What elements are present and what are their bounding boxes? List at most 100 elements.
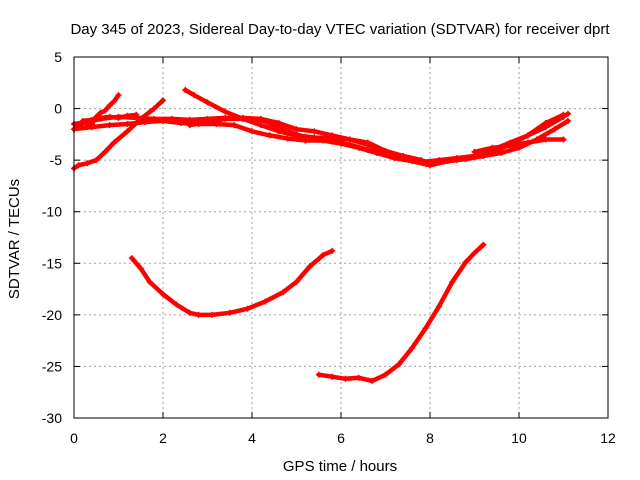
data-point [329,138,336,145]
data-point [160,291,166,298]
data-point [329,373,336,380]
data-point [542,136,549,143]
data-point [542,124,549,131]
series-track-9 [129,248,335,318]
data-point [311,128,318,135]
data-point [346,136,353,143]
data-point [133,111,140,118]
data-point [111,139,118,146]
data-point [128,255,135,262]
data-point [395,361,402,368]
x-tick-label: 6 [337,430,345,446]
data-point [142,118,149,125]
data-point [204,99,211,106]
data-point [266,132,273,139]
y-tick-label: 5 [54,49,62,65]
data-point [342,375,349,382]
data-point [400,156,407,163]
y-axis-label: SDTVAR / TECUs [6,179,23,299]
data-point [177,120,184,127]
data-point [346,141,353,148]
series-track-4 [71,118,571,168]
data-point [191,92,198,99]
data-point [97,114,104,121]
x-axis-label: GPS time / hours [283,458,397,475]
data-point [124,112,131,119]
data-point [364,146,371,153]
data-point [435,159,442,166]
axis-ticks: 0 2 4 6 8 10 12 5 0 -5 -10 -15 -20 -25 -30 [42,49,616,446]
data-point [507,142,514,149]
data-point [84,160,91,167]
data-point [293,126,300,133]
data-point [222,115,229,122]
data-point [195,311,202,318]
data-point [106,102,113,109]
data-point [173,301,180,308]
data-point [244,305,251,312]
data-point [355,374,362,381]
data-point [280,289,287,296]
data-point [146,278,153,285]
data-point [115,92,122,99]
data-point [462,259,469,266]
x-tick-label: 0 [70,430,78,446]
data-point [137,265,144,272]
data-point [88,124,95,131]
data-point [471,249,478,256]
y-tick-label: -5 [50,152,63,168]
series-track-10 [316,242,486,384]
data-point [453,157,460,164]
data-point [186,122,193,129]
data-point [102,107,109,114]
data-point [480,241,487,248]
data-point [435,303,442,310]
data-point [284,135,291,142]
data-point [489,144,496,151]
y-tick-label: -20 [42,307,62,323]
data-point [275,124,282,131]
data-point [226,309,233,316]
data-point [182,87,189,94]
chart-title: Day 345 of 2023, Sidereal Day-to-day VTE… [70,21,610,38]
data-point [293,131,300,138]
series-track-2 [71,98,166,171]
data-point [315,371,322,378]
data-point [560,136,567,143]
data-point [564,117,571,124]
data-point [97,109,104,116]
data-point [124,121,131,128]
x-tick-label: 2 [159,430,167,446]
data-point [106,122,113,129]
data-point [551,126,558,133]
data-point [204,118,211,125]
data-point [208,311,215,318]
y-tick-label: -10 [42,204,62,220]
data-point [151,105,158,112]
data-point [88,116,95,123]
y-tick-label: 0 [54,101,62,117]
data-point [560,113,567,120]
data-point [115,114,122,121]
data-point [124,128,131,135]
data-point [564,110,571,117]
x-tick-label: 12 [600,430,616,446]
data-point [369,377,376,384]
data-point [418,158,425,165]
data-point [222,108,229,115]
data-point [160,97,166,104]
x-tick-label: 10 [511,430,527,446]
data-point [364,139,371,146]
data-point [382,151,389,158]
y-tick-label: -30 [42,410,62,426]
data-point [231,122,238,129]
data-point [329,247,336,254]
data-point [240,115,247,122]
y-tick-label: -15 [42,255,62,271]
data-point [382,371,389,378]
x-tick-label: 8 [426,430,434,446]
data-point [106,113,113,120]
data-point [75,162,82,169]
data-point [293,278,300,285]
